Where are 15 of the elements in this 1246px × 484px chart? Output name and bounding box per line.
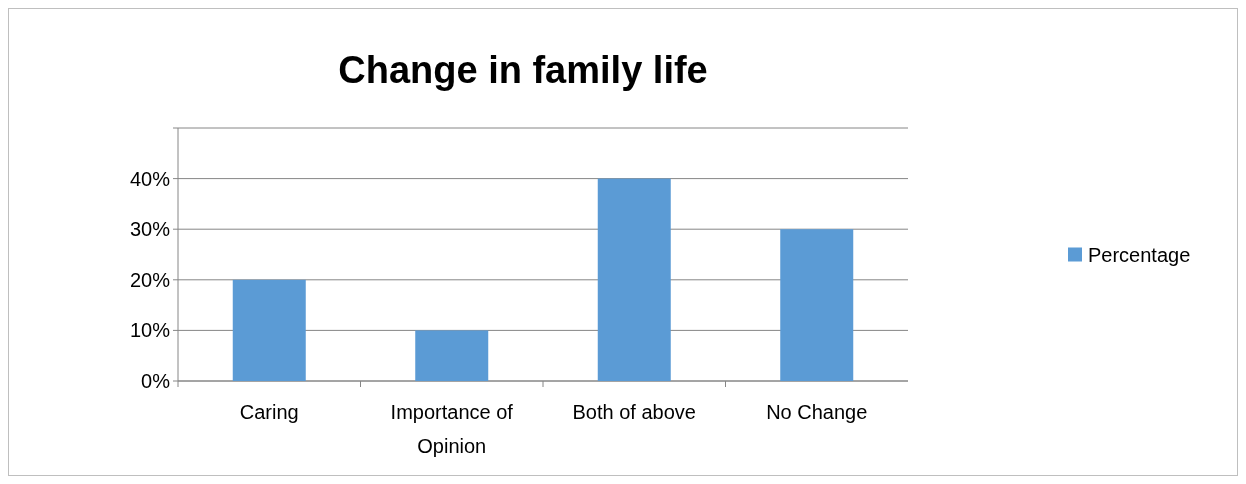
bar bbox=[415, 330, 489, 381]
bar bbox=[780, 229, 854, 381]
x-tick-label: Both of above bbox=[572, 401, 696, 423]
y-tick-label: 10% bbox=[129, 319, 171, 342]
y-tick-label: 30% bbox=[129, 218, 171, 241]
y-tick-label: 20% bbox=[129, 268, 171, 291]
bar bbox=[232, 279, 306, 381]
x-tick-label: Importance of Opinion bbox=[390, 401, 514, 457]
chart-title: Change in family life bbox=[338, 49, 708, 91]
x-tick-label: Caring bbox=[239, 401, 299, 423]
legend-label: Percentage bbox=[1088, 243, 1191, 266]
bar bbox=[597, 178, 671, 381]
x-tick-label: No Change bbox=[766, 401, 868, 423]
y-tick-label: 40% bbox=[129, 167, 171, 190]
y-tick-label: 0% bbox=[141, 370, 171, 392]
